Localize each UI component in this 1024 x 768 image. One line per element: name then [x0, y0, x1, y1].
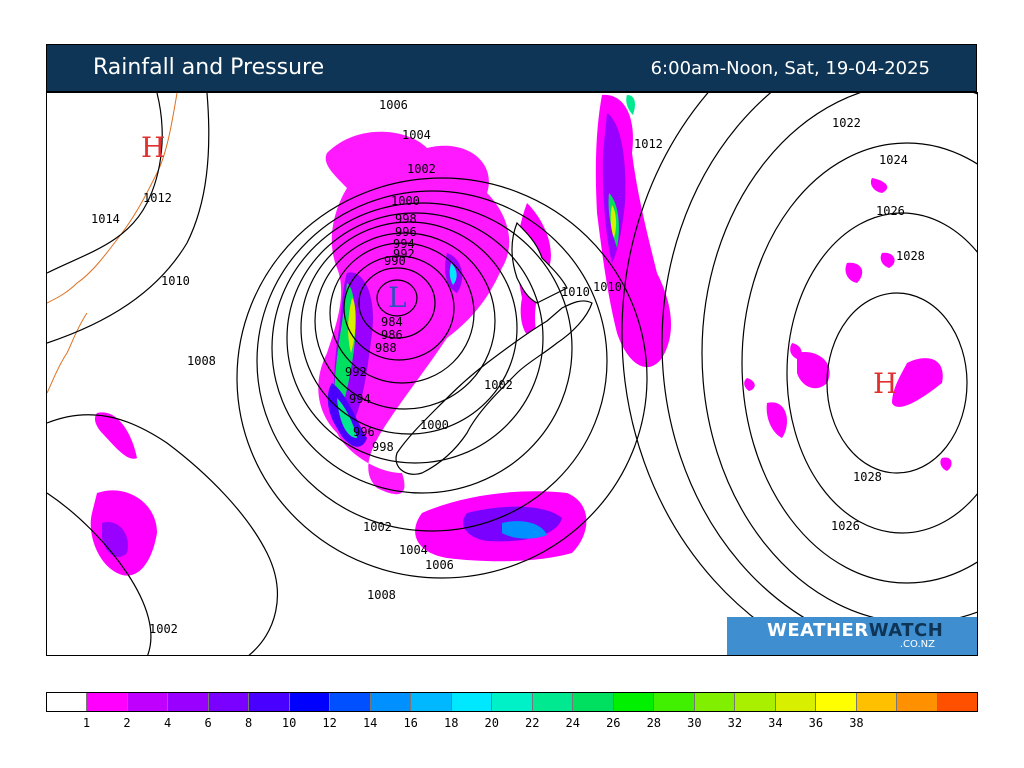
- legend-tick-label: 26: [606, 716, 621, 730]
- isobar-label: 1006: [379, 98, 408, 112]
- legend-swatch: [897, 693, 938, 711]
- legend-tick-label: 34: [768, 716, 783, 730]
- legend-swatch: [735, 693, 776, 711]
- isobar-label: 1012: [143, 191, 172, 205]
- rainfall-shading: [90, 94, 952, 576]
- legend-tick-label: 8: [244, 716, 253, 730]
- isobar-label: 1002: [407, 162, 436, 176]
- isobar-label: 1010: [593, 280, 622, 294]
- legend-tick-label: 30: [687, 716, 702, 730]
- legend-swatch: [856, 693, 898, 711]
- isobar-label: 1028: [896, 249, 925, 263]
- isobar-label: 996: [395, 225, 417, 239]
- legend-tick-label: 6: [204, 716, 212, 730]
- legend-swatch: [492, 693, 533, 711]
- legend-swatch: [654, 693, 695, 711]
- legend-swatch: [127, 693, 169, 711]
- legend-tick-label: 36: [808, 716, 824, 730]
- isobar-label: 1004: [402, 128, 431, 142]
- isobar-label: 1000: [420, 418, 449, 432]
- logo-brand: WEATHERWATCH: [767, 620, 943, 641]
- legend-swatch: [532, 693, 574, 711]
- logo-brand-part1: WEATHER: [767, 620, 869, 641]
- legend-tick-label: 28: [646, 716, 662, 730]
- legend-tick-label: 16: [403, 716, 418, 730]
- isobar-label: 998: [395, 212, 417, 226]
- isobar-label: 994: [349, 392, 371, 406]
- legend-tick-label: 4: [163, 716, 172, 730]
- isobar-label: 1004: [399, 543, 428, 557]
- legend-swatch: [694, 693, 736, 711]
- rainfall-color-legend: [46, 692, 978, 712]
- weather-map[interactable]: 1006 1004 1002 1000 998 996 994 992 990 …: [46, 92, 978, 656]
- legend-tick-label: 10: [281, 716, 297, 730]
- legend-tick-label: 12: [322, 716, 337, 730]
- isobar-label: 1012: [634, 137, 663, 151]
- legend-swatch: [47, 693, 88, 711]
- legend-tick-label: 18: [443, 716, 459, 730]
- legend-swatch: [573, 693, 614, 711]
- isobars: [47, 93, 977, 655]
- legend-tick-label: 14: [362, 716, 378, 730]
- isobar-label: 1008: [187, 354, 216, 368]
- isobar-label: 992: [393, 247, 415, 261]
- legend-swatch: [168, 693, 209, 711]
- legend-swatch: [613, 693, 655, 711]
- isobar-label: 984: [381, 315, 403, 329]
- isobar-label: 1008: [367, 588, 396, 602]
- logo-domain: .CO.NZ: [899, 639, 935, 650]
- legend-tick-label: 32: [727, 716, 743, 730]
- high-pressure-marker: H: [873, 367, 897, 400]
- high-pressure-marker: H: [141, 131, 165, 164]
- legend-swatch: [937, 693, 978, 711]
- isobar-label: 1022: [832, 116, 861, 130]
- isobar-label: 1014: [91, 212, 120, 226]
- isobar-label: 1028: [853, 470, 882, 484]
- isobar-label: 992: [345, 365, 367, 379]
- legend-tick-labels: 1 2 4 6 8 10 12 14 16 18 20 22 24 26 28 30 32 34 36 38: [46, 716, 978, 736]
- isobar-label: 1002: [363, 520, 392, 534]
- isobar-label: 1026: [876, 204, 905, 218]
- legend-tick-label: 20: [484, 716, 499, 730]
- legend-tick-label: 24: [565, 716, 581, 730]
- isobar-label: 990: [384, 254, 406, 268]
- legend-tick-label: 38: [849, 716, 864, 730]
- title-bar: Rainfall and Pressure 6:00am-Noon, Sat, …: [46, 44, 977, 92]
- forecast-time: 6:00am-Noon, Sat, 19-04-2025: [650, 58, 930, 79]
- map-canvas: 1006 1004 1002 1000 998 996 994 992 990 …: [47, 93, 977, 655]
- isobar-label: 1010: [561, 285, 590, 299]
- map-title: Rainfall and Pressure: [93, 55, 325, 80]
- isobar-label: 1010: [161, 274, 190, 288]
- legend-swatch: [816, 693, 857, 711]
- isobar-labels: 1006 1004 1002 1000 998 996 994 992 990 …: [91, 98, 925, 636]
- isobar-label: 998: [372, 440, 394, 454]
- legend-swatch: [289, 693, 331, 711]
- legend-swatch: [451, 693, 493, 711]
- isobar-label: 1002: [484, 378, 513, 392]
- isobar-label: 1024: [879, 153, 908, 167]
- legend-tick-label: 1: [82, 716, 91, 730]
- isobar-label: 1000: [391, 194, 420, 208]
- pressure-centres: H L H: [141, 131, 897, 400]
- isobar-label: 1026: [831, 519, 860, 533]
- legend-swatch: [208, 693, 250, 711]
- low-pressure-marker: L: [388, 281, 407, 314]
- legend-tick-label: 22: [525, 716, 540, 730]
- logo-brand-part2: WATCH: [868, 620, 944, 641]
- isobar-label: 988: [375, 341, 397, 355]
- legend-swatch: [775, 693, 817, 711]
- isobar-label: 996: [353, 425, 375, 439]
- legend-swatch: [411, 693, 452, 711]
- weatherwatch-logo[interactable]: WEATHERWATCH .CO.NZ: [727, 617, 977, 655]
- legend-swatch: [249, 693, 290, 711]
- legend-swatch: [87, 693, 128, 711]
- isobar-label: 994: [393, 237, 415, 251]
- isobar-label: 986: [381, 328, 403, 342]
- isobar-label: 1006: [425, 558, 454, 572]
- legend-swatch: [370, 693, 412, 711]
- legend-tick-label: 2: [123, 716, 131, 730]
- isobar-label: 1002: [149, 622, 178, 636]
- legend-swatch: [330, 693, 371, 711]
